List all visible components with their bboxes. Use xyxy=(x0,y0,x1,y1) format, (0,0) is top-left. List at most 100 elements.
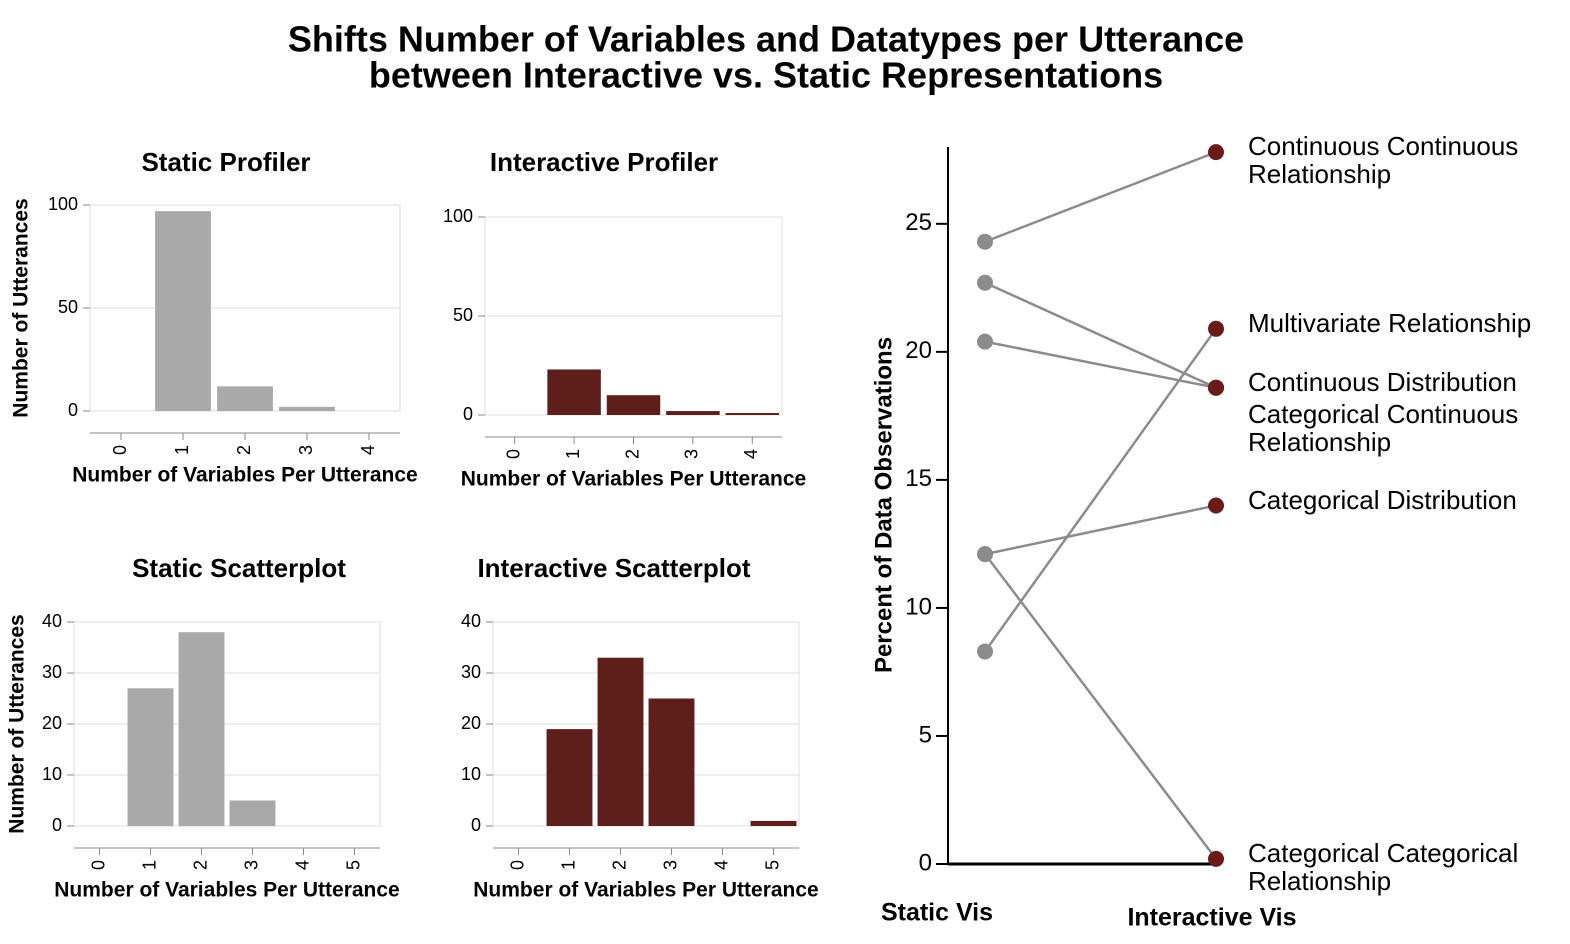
series-label: Continuous Distribution xyxy=(1248,367,1517,397)
point xyxy=(977,546,993,563)
series-label: Categorical Continuous Relationship xyxy=(1248,399,1519,457)
x-tick-label: 4 xyxy=(292,860,312,870)
series-label-box: Continuous Continuous Relationship xyxy=(1248,132,1519,190)
x-tick-label: 5 xyxy=(343,860,363,870)
series-label-box: Multivariate Relationship xyxy=(1248,308,1532,338)
point xyxy=(977,233,993,250)
series-label: Continuous Continuous Relationship xyxy=(1248,132,1519,190)
bar xyxy=(597,657,644,826)
y-tick-label: 0 xyxy=(52,815,62,835)
bar xyxy=(155,211,211,411)
y-tick-label: 50 xyxy=(453,305,473,325)
x-tick-label: 3 xyxy=(296,445,316,455)
x-axis-title: Number of Variables Per Utterance xyxy=(461,468,806,491)
y-tick-label: 0 xyxy=(471,815,481,835)
y-tick-label: 40 xyxy=(461,611,481,631)
x-tick-label: 0 xyxy=(507,860,527,870)
y-tick-label: 20 xyxy=(905,337,932,364)
y-tick-label: 20 xyxy=(461,713,481,733)
x-tick-label: 1 xyxy=(558,860,578,870)
y-tick-label: 30 xyxy=(461,662,481,682)
point xyxy=(1208,850,1224,867)
series-label: Multivariate Relationship xyxy=(1248,308,1532,338)
bar xyxy=(217,386,273,411)
x-tick-label: 4 xyxy=(358,445,378,455)
y-tick-label: 25 xyxy=(905,209,932,236)
x-axis-title: Number of Variables Per Utterance xyxy=(473,879,818,902)
series-label-box: Categorical Distribution xyxy=(1248,485,1517,515)
x-tick-label: 1 xyxy=(563,449,583,459)
slope-line xyxy=(984,340,1217,389)
x-tick-label: 0 xyxy=(503,449,523,459)
bar xyxy=(666,411,720,415)
x-tick-label: 1 xyxy=(139,860,159,870)
chart-title: Static Profiler xyxy=(141,147,310,177)
x-tick-label: 4 xyxy=(711,860,731,870)
slope-line xyxy=(984,504,1217,556)
bar xyxy=(546,729,593,826)
x-category-label: Static Vis xyxy=(881,899,993,927)
slope-line xyxy=(983,328,1218,653)
chart-title: Static Scatterplot xyxy=(132,553,346,583)
bar xyxy=(547,369,601,415)
y-tick-label: 10 xyxy=(461,764,481,784)
series-label-box: Categorical Continuous Relationship xyxy=(1248,399,1519,457)
y-axis-title: Number of Utterances xyxy=(10,198,33,417)
x-tick-label: 4 xyxy=(741,449,761,459)
x-tick-label: 2 xyxy=(190,860,210,870)
bar xyxy=(279,406,335,411)
point xyxy=(1208,379,1224,396)
y-tick-label: 100 xyxy=(443,206,473,226)
bar xyxy=(606,395,661,415)
x-tick-label: 3 xyxy=(682,449,702,459)
bar xyxy=(725,413,780,415)
slope-line xyxy=(984,150,1217,243)
series-label: Categorical Categorical Relationship xyxy=(1248,838,1519,896)
x-axis-title: Number of Variables Per Utterance xyxy=(54,879,399,902)
bar xyxy=(229,800,276,826)
x-tick-label: 1 xyxy=(172,445,192,455)
y-tick-label: 0 xyxy=(919,849,932,876)
y-tick-label: 10 xyxy=(905,593,932,620)
chart-title: Interactive Profiler xyxy=(490,147,718,177)
x-category-label: Interactive Vis xyxy=(1127,904,1296,932)
y-tick-label: 15 xyxy=(905,465,932,492)
bar xyxy=(178,632,225,826)
x-axis-title: Number of Variables Per Utterance xyxy=(72,464,417,487)
y-tick-label: 5 xyxy=(919,721,932,748)
point xyxy=(1208,497,1224,514)
x-tick-label: 0 xyxy=(88,860,108,870)
y-tick-label: 0 xyxy=(463,404,473,424)
series-label-box: Categorical Categorical Relationship xyxy=(1248,838,1519,896)
point xyxy=(977,643,993,660)
y-tick-label: 10 xyxy=(42,764,62,784)
x-tick-label: 2 xyxy=(622,449,642,459)
y-tick-label: 50 xyxy=(58,297,78,317)
point xyxy=(1208,144,1224,161)
y-axis-title: Number of Utterances xyxy=(6,614,29,833)
x-tick-label: 3 xyxy=(241,860,261,870)
x-tick-label: 2 xyxy=(609,860,629,870)
slope-line xyxy=(984,281,1217,389)
y-tick-label: 100 xyxy=(48,194,78,214)
figure-title: Shifts Number of Variables and Datatypes… xyxy=(288,19,1244,60)
x-tick-label: 5 xyxy=(762,860,782,870)
series-label-box: Continuous Distribution xyxy=(1248,367,1517,397)
bar xyxy=(127,688,174,826)
x-tick-label: 3 xyxy=(660,860,680,870)
point xyxy=(1208,320,1224,337)
x-tick-label: 0 xyxy=(110,445,130,455)
slope-line xyxy=(984,553,1217,860)
bar xyxy=(648,698,695,826)
point xyxy=(977,274,993,291)
point xyxy=(977,333,993,350)
series-label: Categorical Distribution xyxy=(1248,485,1517,515)
y-axis-title: Percent of Data Observations xyxy=(870,337,897,673)
y-tick-label: 40 xyxy=(42,611,62,631)
y-tick-label: 0 xyxy=(68,400,78,420)
y-tick-label: 30 xyxy=(42,662,62,682)
figure-title: between Interactive vs. Static Represent… xyxy=(369,55,1163,96)
bar xyxy=(750,820,797,826)
y-tick-label: 20 xyxy=(42,713,62,733)
